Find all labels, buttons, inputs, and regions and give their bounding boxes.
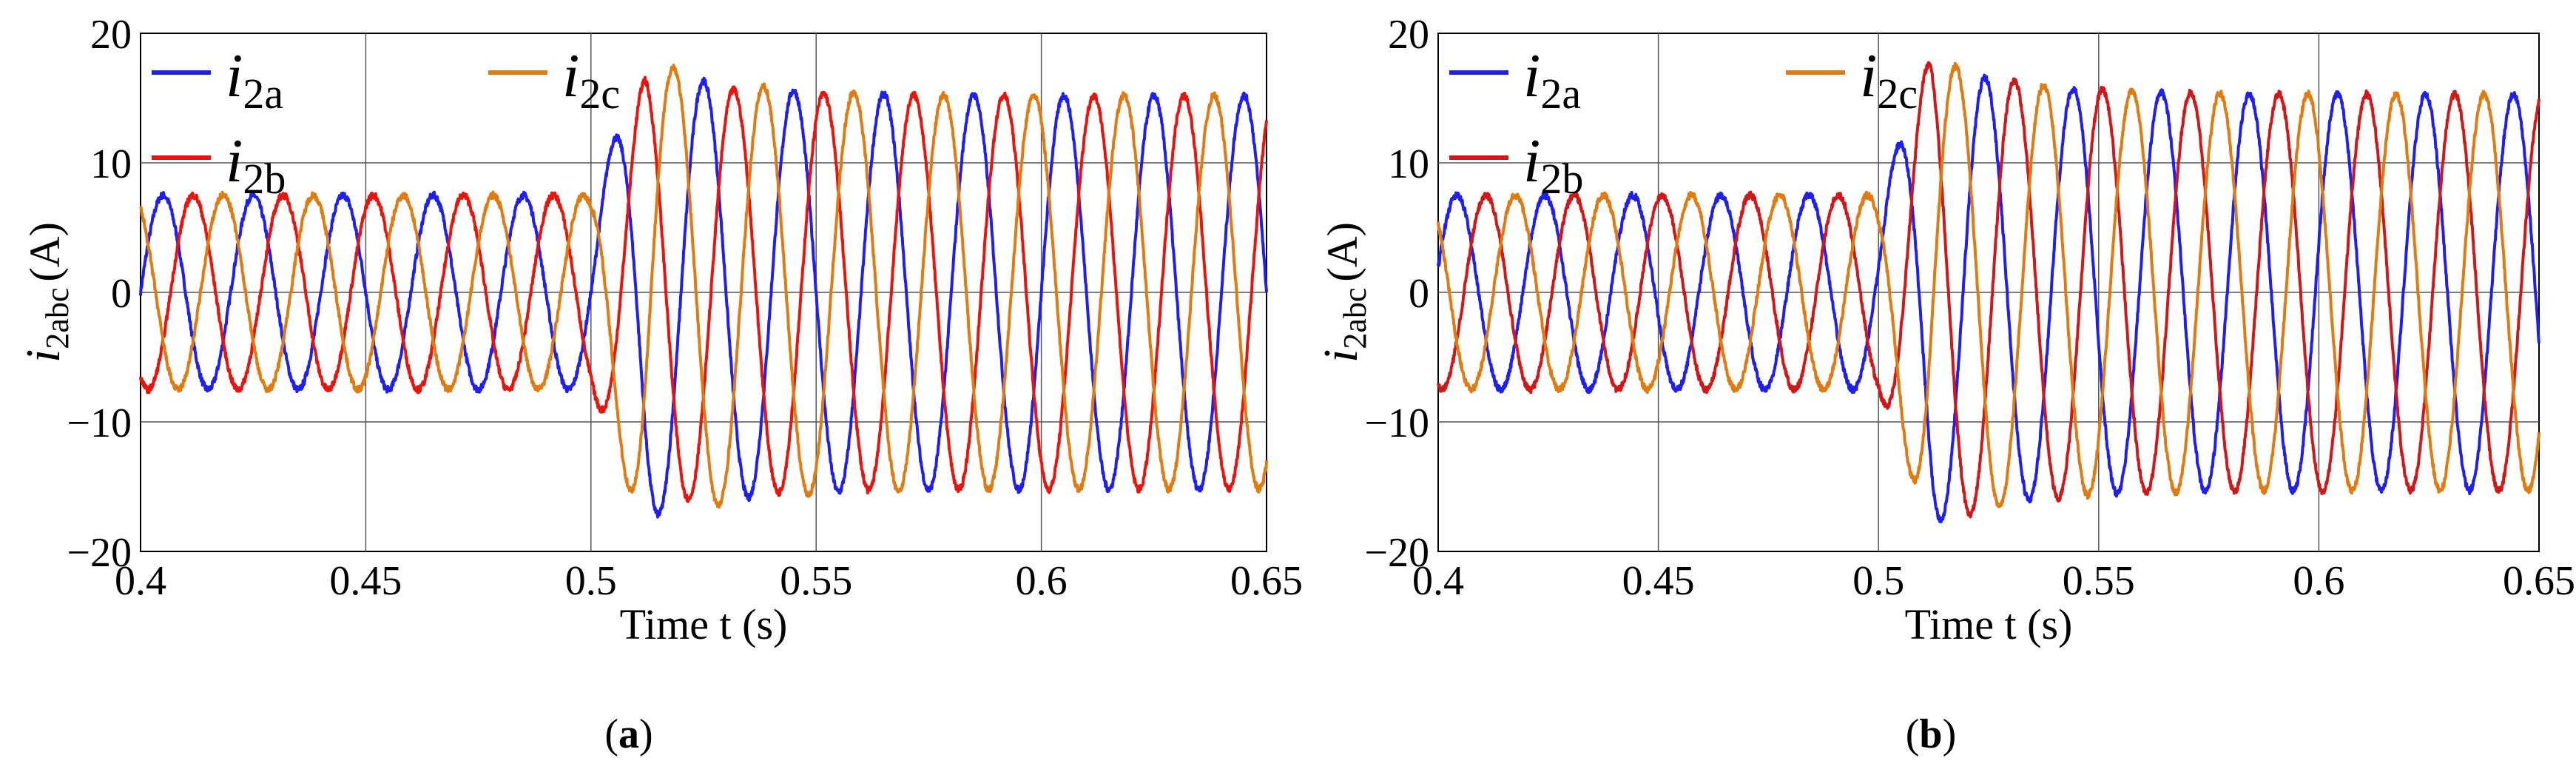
legend-label-2a: i2a [1523, 41, 1581, 118]
y-tick-label: −20 [67, 530, 132, 576]
x-tick-label: 0.5 [1852, 558, 1904, 604]
x-tick-label: 0.65 [2503, 558, 2575, 604]
y-tick-label: 10 [1388, 141, 1429, 187]
series-line-2c [139, 64, 1268, 509]
series-line-2b [1437, 61, 2540, 519]
legend-label-2b: i2b [1523, 127, 1583, 203]
series-line-2a [1437, 73, 2540, 523]
y-tick-label: 0 [111, 271, 132, 317]
x-tick-label: 0.4 [115, 558, 166, 604]
x-tick-label: 0.5 [565, 558, 617, 604]
x-tick-label: 0.45 [1622, 558, 1695, 604]
x-tick-label: 0.65 [1230, 558, 1303, 604]
y-tick-label: −10 [67, 400, 132, 446]
x-tick-label: 0.55 [780, 558, 852, 604]
y-tick-label: −10 [1364, 400, 1429, 446]
x-axis-title: Time t (s) [620, 600, 788, 648]
y-axis-title: i2abc(A) [1314, 222, 1373, 363]
panel-caption: (b) [1906, 711, 1956, 757]
x-tick-label: 0.6 [2293, 558, 2344, 604]
series-line-2c [1437, 61, 2540, 508]
y-tick-label: 20 [90, 12, 132, 58]
legend-label-2c: i2c [1860, 41, 1918, 118]
legend-label-2c: i2c [562, 41, 620, 118]
x-tick-label: 0.55 [2063, 558, 2135, 604]
y-tick-label: −20 [1364, 530, 1429, 576]
x-tick-label: 0.45 [329, 558, 402, 604]
panel-caption: (a) [604, 711, 653, 757]
y-tick-label: 20 [1388, 12, 1429, 58]
x-tick-label: 0.6 [1016, 558, 1068, 604]
y-axis-title: i2abc(A) [16, 222, 75, 363]
legend-label-2a: i2a [226, 41, 283, 118]
legend-label-2b: i2b [226, 127, 286, 203]
y-tick-label: 0 [1409, 271, 1429, 317]
series-line-2a [139, 76, 1268, 519]
y-tick-label: 10 [90, 141, 132, 187]
x-tick-label: 0.4 [1412, 558, 1464, 604]
x-axis-title: Time t (s) [1905, 600, 2073, 648]
